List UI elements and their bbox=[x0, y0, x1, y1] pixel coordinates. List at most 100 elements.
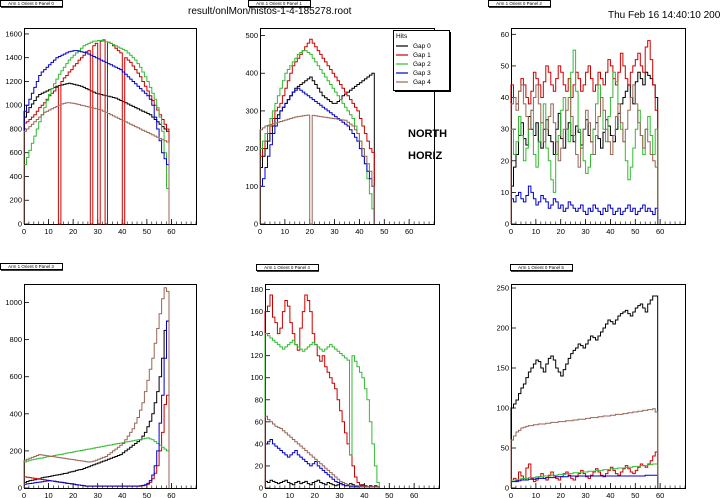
horiz-label: HORIZ bbox=[408, 150, 443, 162]
legend-entry-label: Gap 3 bbox=[413, 70, 431, 77]
series-line-0 bbox=[23, 82, 170, 224]
x-tick-label: 60 bbox=[410, 491, 418, 498]
series-line-2 bbox=[23, 437, 170, 488]
series-line-3 bbox=[23, 320, 170, 488]
x-tick-label: 10 bbox=[281, 227, 289, 236]
x-tick-label: 50 bbox=[143, 227, 151, 236]
y-tick-label: 120 bbox=[250, 351, 263, 360]
x-tick-label: 30 bbox=[94, 227, 102, 236]
x-tick-label: 0 bbox=[258, 227, 262, 236]
panel-1: Arm 1 Orient 0 Panel 1 bbox=[248, 0, 435, 225]
y-tick-label: 160 bbox=[250, 307, 263, 316]
x-tick-label: 10 bbox=[532, 227, 540, 236]
x-tick-label: 30 bbox=[581, 491, 589, 498]
y-tick-label: 1400 bbox=[5, 53, 22, 62]
y-tick-label: 20 bbox=[255, 461, 263, 470]
y-tick-label: 0 bbox=[18, 220, 22, 229]
x-tick-label: 30 bbox=[330, 227, 338, 236]
north-label: NORTH bbox=[408, 128, 448, 140]
y-tick-label: 50 bbox=[501, 444, 509, 453]
x-tick-label: 50 bbox=[631, 227, 639, 236]
x-tick-label: 50 bbox=[631, 491, 639, 498]
series-line-2 bbox=[259, 50, 375, 224]
y-tick-label: 800 bbox=[9, 335, 22, 344]
y-tick-label: 80 bbox=[255, 395, 263, 404]
y-tick-label: 1000 bbox=[5, 298, 22, 307]
y-tick-label: 1000 bbox=[5, 101, 22, 110]
y-tick-label: 200 bbox=[245, 144, 258, 153]
y-tick-label: 250 bbox=[496, 284, 509, 293]
y-tick-label: 500 bbox=[245, 31, 258, 40]
y-tick-label: 600 bbox=[9, 148, 22, 157]
x-tick-label: 40 bbox=[118, 491, 126, 498]
y-tick-label: 800 bbox=[9, 124, 22, 133]
y-tick-label: 50 bbox=[501, 61, 509, 70]
series-line-3 bbox=[23, 50, 170, 224]
series-line-3 bbox=[510, 185, 659, 224]
x-tick-label: 10 bbox=[286, 491, 294, 498]
x-tick-label: 60 bbox=[167, 491, 175, 498]
plot-frame bbox=[260, 28, 435, 225]
y-tick-label: 20 bbox=[501, 156, 509, 165]
y-tick-label: 400 bbox=[9, 409, 22, 418]
x-tick-label: 60 bbox=[405, 227, 413, 236]
x-tick-label: 0 bbox=[22, 491, 26, 498]
x-tick-label: 0 bbox=[263, 491, 267, 498]
panel-title: Arm 1 Orient 0 Panel 3 bbox=[8, 264, 54, 269]
series-line-3 bbox=[259, 87, 375, 224]
x-tick-label: 60 bbox=[656, 227, 664, 236]
series-line-2 bbox=[264, 333, 380, 488]
x-tick-label: 20 bbox=[311, 491, 319, 498]
series-line-1 bbox=[510, 451, 659, 488]
y-tick-label: 1200 bbox=[5, 77, 22, 86]
series-line-0 bbox=[23, 320, 170, 488]
y-tick-label: 300 bbox=[245, 106, 258, 115]
series-line-4 bbox=[23, 287, 170, 488]
x-tick-label: 10 bbox=[532, 491, 540, 498]
panel-title: Arm 1 Orient 0 Panel 1 bbox=[256, 1, 302, 6]
legend-entry-label: Gap 4 bbox=[413, 79, 431, 86]
series-line-4 bbox=[264, 415, 380, 488]
x-tick-label: 0 bbox=[22, 227, 26, 236]
x-tick-label: 50 bbox=[385, 491, 393, 498]
x-tick-label: 40 bbox=[355, 227, 363, 236]
legend-entry-label: Gap 1 bbox=[413, 52, 431, 59]
series-line-1 bbox=[510, 40, 659, 224]
y-tick-label: 100 bbox=[245, 182, 258, 191]
x-tick-label: 30 bbox=[581, 227, 589, 236]
x-tick-label: 40 bbox=[606, 227, 614, 236]
y-tick-label: 150 bbox=[496, 364, 509, 373]
panel-3: Arm 1 Orient 0 Panel 3 bbox=[0, 263, 197, 489]
panel-4: Arm 1 Orient 0 Panel 4 bbox=[256, 264, 440, 489]
x-tick-label: 30 bbox=[335, 491, 343, 498]
x-tick-label: 50 bbox=[143, 491, 151, 498]
y-tick-label: 10 bbox=[501, 188, 509, 197]
file-path-text: result/onlMon/histos-1-4-185278.root bbox=[188, 6, 352, 17]
y-tick-label: 40 bbox=[255, 439, 263, 448]
y-tick-label: 0 bbox=[254, 220, 258, 229]
x-tick-label: 30 bbox=[94, 491, 102, 498]
plot-frame bbox=[24, 284, 197, 489]
series-line-4 bbox=[510, 408, 659, 488]
legend-box bbox=[393, 30, 450, 91]
y-tick-label: 200 bbox=[496, 324, 509, 333]
x-tick-label: 40 bbox=[360, 491, 368, 498]
panel-2: Arm 1 Orient 0 Panel 2 bbox=[488, 0, 686, 225]
x-tick-label: 50 bbox=[380, 227, 388, 236]
y-tick-label: 180 bbox=[250, 285, 263, 294]
y-tick-label: 0 bbox=[505, 220, 509, 229]
y-tick-label: 60 bbox=[501, 30, 509, 39]
y-tick-label: 140 bbox=[250, 329, 263, 338]
series-line-1 bbox=[23, 394, 170, 488]
legend-entry-label: Gap 2 bbox=[413, 61, 431, 68]
legend-entry-label: Gap 0 bbox=[413, 43, 431, 50]
series-line-2 bbox=[510, 463, 659, 488]
x-tick-label: 40 bbox=[606, 491, 614, 498]
series-line-3 bbox=[510, 474, 659, 488]
panel-title: Arm 1 Orient 0 Panel 4 bbox=[264, 265, 310, 270]
legend: Hits Gap 0 Gap 1 Gap 2 Gap 3 Gap 4 bbox=[393, 30, 451, 92]
series-line-4 bbox=[510, 84, 659, 224]
x-tick-label: 20 bbox=[69, 227, 77, 236]
y-tick-label: 0 bbox=[505, 484, 509, 493]
